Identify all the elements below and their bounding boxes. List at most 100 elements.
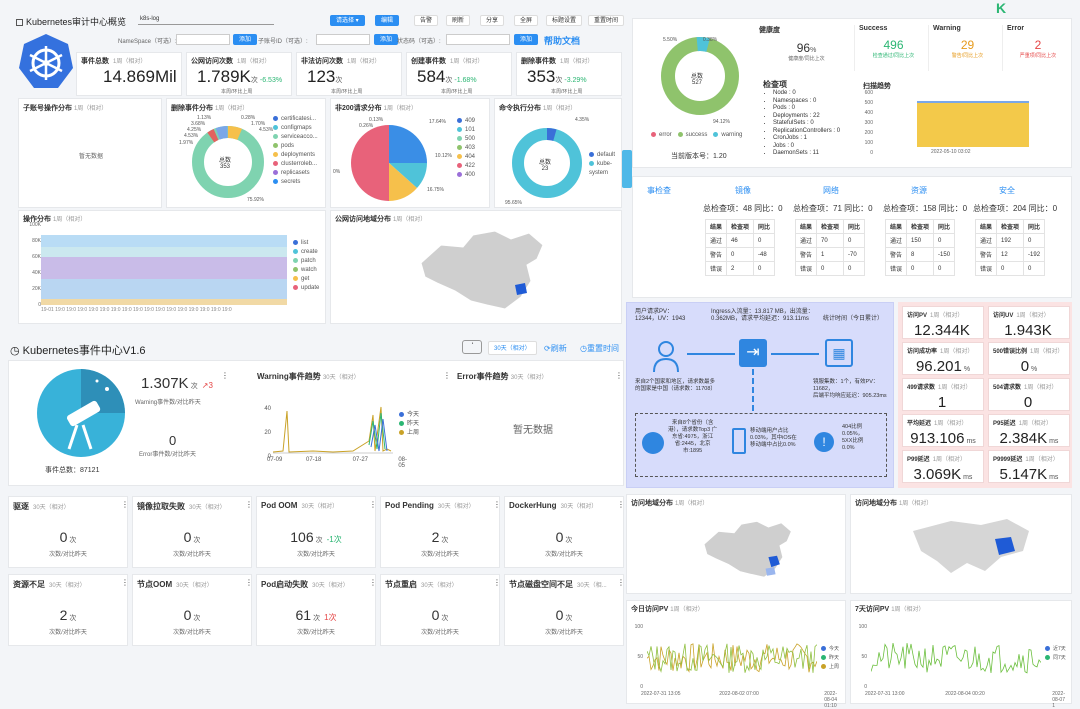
legend-item[interactable]: 近7天 <box>1045 645 1066 654</box>
legend-item[interactable]: certificatesi... <box>273 115 318 124</box>
event-card[interactable]: 节点OOM 30天（相对） ⋮ 0 次次数/对比昨天 <box>132 574 253 646</box>
namespace-input[interactable] <box>176 34 230 45</box>
legend-item[interactable]: 今天 <box>821 645 839 654</box>
tag-settings-button[interactable]: 标题设置 <box>546 15 583 26</box>
flow-province: 来自8个省份（含 港），请求数Top3 广 东省:4975，浙江 省:2445，… <box>668 420 718 454</box>
legend-item[interactable]: watch <box>293 266 319 275</box>
cluster-tag[interactable]: k8s-log <box>138 16 274 25</box>
event-card-value-text: 2 <box>431 529 440 545</box>
select-dropdown[interactable]: 请选择 ▾ <box>330 15 365 26</box>
traffic-flow: 用户请求PV： 12344，UV：1943 Ingress入流量：13.817 … <box>626 302 894 488</box>
legend-item[interactable]: deployments <box>273 151 318 160</box>
event-card-menu-icon[interactable]: ⋮ <box>245 500 253 509</box>
legend-item[interactable]: list <box>293 239 319 248</box>
legend-item[interactable]: pods <box>273 142 318 151</box>
legend-item[interactable]: clusterroleb... <box>273 160 318 169</box>
edit-button[interactable]: 编辑 <box>375 15 400 26</box>
range-selector[interactable]: 30天（相对） <box>488 341 537 355</box>
event-card[interactable]: Pod OOM 30天（相对） ⋮ 106 次 -1次 次数/对比昨天 <box>256 496 377 568</box>
status-code-add-button[interactable]: 添加 <box>514 34 539 45</box>
legend-item[interactable]: replicasets <box>273 169 318 178</box>
event-card[interactable]: Pod启动失败 30天（相对） ⋮ 61 次 1次 次数/对比昨天 <box>256 574 377 646</box>
event-card-menu-icon[interactable]: ⋮ <box>493 578 501 587</box>
legend-item[interactable]: create <box>293 248 319 257</box>
event-card-menu-icon[interactable]: ⋮ <box>245 578 253 587</box>
legend-item[interactable]: default <box>589 151 621 160</box>
help-link[interactable]: 帮助文档 <box>544 36 581 46</box>
legend-item[interactable]: secrets <box>273 178 318 187</box>
legend-item[interactable]: 上周 <box>821 663 839 672</box>
metric-title-text: 499请求数 <box>907 385 936 391</box>
legend-item[interactable]: warning <box>713 131 742 140</box>
legend-item[interactable]: 409 <box>457 117 475 126</box>
legend-item[interactable]: 404 <box>457 153 475 162</box>
event-card[interactable]: 节点磁盘空间不足 30天（相... ⋮ 0 次次数/对比昨天 <box>504 574 625 646</box>
side-help-tab[interactable] <box>622 150 632 188</box>
fullscreen-button[interactable]: 全屏 <box>514 15 539 26</box>
legend-item[interactable]: update <box>293 284 319 293</box>
axis-tick: 300 <box>864 120 873 126</box>
table-cell: 错误 <box>794 261 818 276</box>
share-button[interactable]: 分享 <box>480 15 505 26</box>
legend-item[interactable]: kube-system <box>589 160 621 178</box>
metric-title-text: 访问PV <box>907 313 928 319</box>
event-card-menu-icon[interactable]: ⋮ <box>121 578 129 587</box>
legend-item[interactable]: serviceacco... <box>273 133 318 142</box>
metric-unit: ms <box>1049 438 1059 445</box>
event-card[interactable]: 资源不足 30天（相对） ⋮ 2 次次数/对比昨天 <box>8 574 129 646</box>
event-card-unit: 次 <box>69 537 77 544</box>
namespace-add-button[interactable]: 添加 <box>233 34 258 45</box>
legend-item[interactable]: error <box>651 131 672 140</box>
legend-item[interactable]: 昨天 <box>821 654 839 663</box>
event-card[interactable]: 镜像拉取失败 30天（相对） ⋮ 0 次次数/对比昨天 <box>132 496 253 568</box>
warning-trend-menu[interactable]: ⋮ <box>443 371 451 380</box>
alert-button[interactable]: 告警 <box>414 15 439 26</box>
table-cell: 通过 <box>884 233 908 248</box>
check-category-tab[interactable]: 资源 <box>911 186 927 195</box>
event-card-menu-icon[interactable]: ⋮ <box>617 500 625 509</box>
metric-title-text: P95延迟 <box>993 421 1016 427</box>
events-refresh[interactable]: ⟳刷新 <box>544 344 567 353</box>
subaccount-add-button[interactable]: 添加 <box>374 34 399 45</box>
legend-item[interactable]: 昨天 <box>399 420 419 429</box>
legend-item[interactable]: patch <box>293 257 319 266</box>
legend-item[interactable]: 上周 <box>399 429 419 438</box>
refresh-button[interactable]: 刷新 <box>446 15 471 26</box>
event-card[interactable]: DockerHung 30天（相对） ⋮ 0 次次数/对比昨天 <box>504 496 625 568</box>
axis-tick: 08-05 <box>398 457 407 469</box>
legend-item[interactable]: 400 <box>457 171 475 180</box>
legend-item[interactable]: 今天 <box>399 411 419 420</box>
check-category-tab[interactable]: 网络 <box>823 186 839 195</box>
legend-dot <box>273 169 278 175</box>
slice-label: 1.13% <box>197 115 212 121</box>
table-row: 通过 70 0 <box>794 233 866 248</box>
summary-menu-icon[interactable]: ⋮ <box>221 371 229 380</box>
legend-item[interactable]: 同7天 <box>1045 654 1066 663</box>
event-card[interactable]: Pod Pending 30天（相对） ⋮ 2 次次数/对比昨天 <box>380 496 501 568</box>
legend-item[interactable]: 422 <box>457 162 475 171</box>
metric-value-text: 1.943K <box>1004 322 1052 339</box>
legend-item[interactable]: 403 <box>457 144 475 153</box>
legend-item[interactable]: 500 <box>457 135 475 144</box>
event-card-title-text: 节点磁盘空间不足 <box>509 580 573 589</box>
legend-item[interactable]: success <box>677 131 707 140</box>
event-card-menu-icon[interactable]: ⋮ <box>369 578 377 587</box>
check-category-tab[interactable]: 事检查 <box>647 186 671 195</box>
check-category-tab[interactable]: 镜像 <box>735 186 751 195</box>
check-category-tab[interactable]: 安全 <box>999 186 1015 195</box>
legend-item[interactable]: configmaps <box>273 124 318 133</box>
status-code-input[interactable] <box>446 34 510 45</box>
event-card-menu-icon[interactable]: ⋮ <box>617 578 625 587</box>
reset-time-button[interactable]: 重置时间 <box>588 15 625 26</box>
telescope-illustration <box>37 369 125 457</box>
event-card[interactable]: 节点重启 30天（相对） ⋮ 0 次次数/对比昨天 <box>380 574 501 646</box>
events-reset[interactable]: ◷重置时间 <box>580 344 619 353</box>
event-card-menu-icon[interactable]: ⋮ <box>121 500 129 509</box>
event-card-menu-icon[interactable]: ⋮ <box>493 500 501 509</box>
legend-item[interactable]: 101 <box>457 126 475 135</box>
event-card[interactable]: 驱逐 30天（相对） ⋮ 0 次次数/对比昨天 <box>8 496 129 568</box>
error-trend-menu[interactable]: ⋮ <box>615 371 623 380</box>
subaccount-input[interactable] <box>316 34 370 45</box>
legend-item[interactable]: get <box>293 275 319 284</box>
event-card-menu-icon[interactable]: ⋮ <box>369 500 377 509</box>
